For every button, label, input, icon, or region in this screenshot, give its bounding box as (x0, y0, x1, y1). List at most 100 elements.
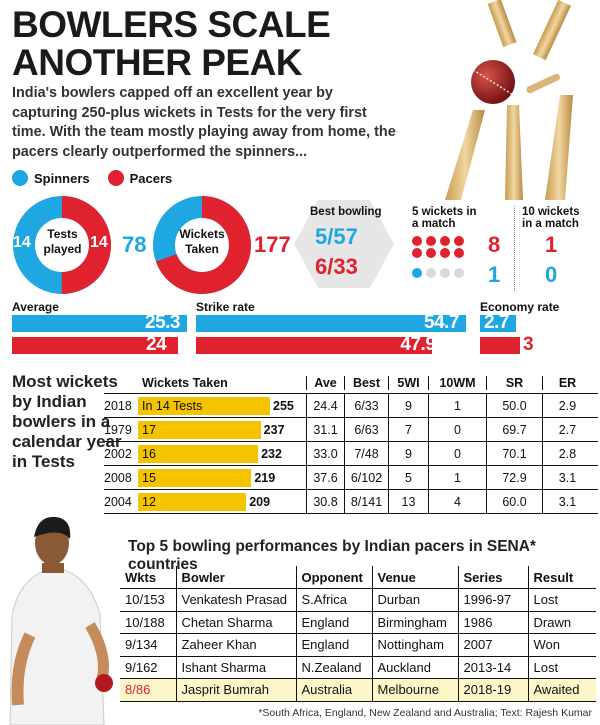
row-wickets-cell: 12 209 (138, 491, 306, 513)
average-pacers-bar (12, 337, 178, 354)
divider (514, 206, 515, 291)
five-wickets-spinners: 1 (488, 262, 501, 287)
pacer-dot (412, 236, 422, 246)
sena-cell: Lost (527, 656, 596, 679)
sena-cell: 2007 (457, 633, 528, 657)
row-er: 2.8 (542, 441, 592, 466)
sena-col-result: Result (527, 566, 596, 589)
pacer-dot (412, 248, 422, 258)
row-er: 3.1 (542, 465, 592, 490)
sena-cell: 10/188 (120, 611, 176, 634)
sena-col-opponent: Opponent (295, 566, 372, 589)
sena-cell: S.Africa (295, 588, 372, 612)
row-sr: 70.1 (486, 441, 542, 466)
row-year: 2018 (104, 398, 132, 413)
tests-pacers-arc (13, 196, 111, 294)
sena-cell: Durban (371, 588, 458, 612)
page-title: BOWLERS SCALE ANOTHER PEAK (12, 4, 331, 82)
pacer-dot (426, 236, 436, 246)
strike-rate-pacers-bar (196, 337, 433, 354)
row-wm10: 4 (428, 489, 486, 514)
economy-rate-pacers-value: 3 (523, 334, 534, 355)
sena-row: 8/86 Jasprit Bumrah Australia Melbourne 2018… (120, 678, 596, 702)
row-year: 2002 (104, 446, 132, 461)
pacers-legend-swatch (107, 170, 124, 186)
sena-cell: 8/86 (120, 678, 176, 702)
wickets-table-row: 2008 15 219 37.6 6/102 5 1 72.9 3.1 (104, 465, 598, 490)
row-wickets-value: 209 (249, 494, 271, 509)
row-wm10: 0 (428, 417, 486, 442)
row-wickets-cell: In 14 Tests 255 (138, 395, 306, 417)
pacer-dot (426, 248, 436, 258)
row-wi5: 9 (388, 441, 428, 466)
strike-rate-pacers-value: 47.9 (400, 334, 436, 355)
pacer-dot (440, 236, 450, 246)
empty-dot (440, 268, 450, 278)
row-ave: 24.4 (306, 393, 344, 418)
sena-cell: Venkatesh Prasad (175, 588, 296, 612)
empty-dot (426, 268, 436, 278)
ten-wickets-spinners: 0 (545, 262, 558, 287)
sena-col-series: Series (457, 566, 528, 589)
sena-cell: 2018-19 (457, 678, 528, 702)
strike-rate-label: Strike rate (196, 300, 255, 314)
sena-cell: 1986 (457, 611, 528, 634)
row-wm10: 1 (428, 393, 486, 418)
row-tests: 16 (142, 446, 156, 461)
row-wickets-value: 255 (273, 398, 294, 413)
economy-rate-pacers-bar (480, 337, 520, 354)
sena-cell: Zaheer Khan (175, 633, 296, 657)
pacer-dot (440, 248, 450, 258)
sena-row: 10/153 Venkatesh Prasad S.Africa Durban 1996… (120, 588, 596, 612)
player-illustration (9, 516, 113, 725)
sena-cell: Drawn (527, 611, 596, 634)
sena-cell: Nottingham (371, 633, 458, 657)
pacer-dot (454, 248, 464, 258)
row-tests: In 14 Tests (142, 398, 203, 413)
row-year: 2008 (104, 470, 132, 485)
row-wickets-cell: 15 219 (138, 467, 306, 489)
row-wi5: 5 (388, 465, 428, 490)
wickets-table-row: 2002 16 232 33.0 7/48 9 0 70.1 2.8 (104, 441, 598, 466)
col-5wi: 5WI (388, 375, 428, 390)
pacer-dot (454, 236, 464, 246)
sena-cell: Ishant Sharma (175, 656, 296, 679)
row-tests: 15 (142, 470, 156, 485)
footnote: *South Africa, England, New Zealand and … (258, 707, 592, 719)
most-wickets-heading: Most wickets by Indian bowlers in a cale… (12, 372, 122, 471)
sena-header-row: Wkts Bowler Opponent Venue Series Result (120, 566, 596, 589)
wickets-bar (138, 468, 252, 487)
row-wi5: 7 (388, 417, 428, 442)
wickets-bar (138, 396, 270, 415)
row-tests: 17 (142, 422, 156, 437)
row-ave: 33.0 (306, 441, 344, 466)
wickets-spinners-value: 78 (122, 232, 147, 257)
row-best: 8/141 (344, 489, 388, 514)
best-bowling-hexagon (294, 200, 394, 288)
average-pacers-value: 24 (146, 334, 167, 355)
empty-dot (454, 268, 464, 278)
row-ave: 30.8 (306, 489, 344, 514)
legend: Spinners Pacers (12, 170, 172, 186)
sena-cell: Jasprit Bumrah (175, 678, 296, 702)
row-wickets-value: 237 (263, 422, 285, 437)
sena-cell: 10/153 (120, 588, 176, 612)
sena-cell: Melbourne (371, 678, 458, 702)
spinners-legend-swatch (12, 170, 28, 186)
row-year: 1979 (104, 422, 132, 437)
row-best: 7/48 (344, 441, 388, 466)
tests-pacers-value: 14 (90, 234, 108, 251)
wickets-table-header: Wickets Taken Ave Best 5WI 10WM SR ER (104, 372, 598, 394)
intro-text: India's bowlers capped off an excellent … (12, 85, 396, 160)
wickets-table-row: 2004 12 209 30.8 8/141 13 4 60.0 3.1 (104, 489, 598, 514)
sena-cell: England (295, 611, 372, 634)
sena-cell: Won (527, 633, 596, 657)
tests-played-label: Tests played (43, 227, 82, 256)
row-best: 6/63 (344, 417, 388, 442)
wickets-taken-donut (153, 196, 251, 294)
wickets-pacers-arc (153, 196, 251, 294)
sena-cell: Australia (295, 678, 372, 702)
tests-spinners-value: 14 (13, 234, 31, 251)
stumps-illustration (445, 0, 573, 200)
title-line-1: BOWLERS SCALE (12, 4, 331, 45)
